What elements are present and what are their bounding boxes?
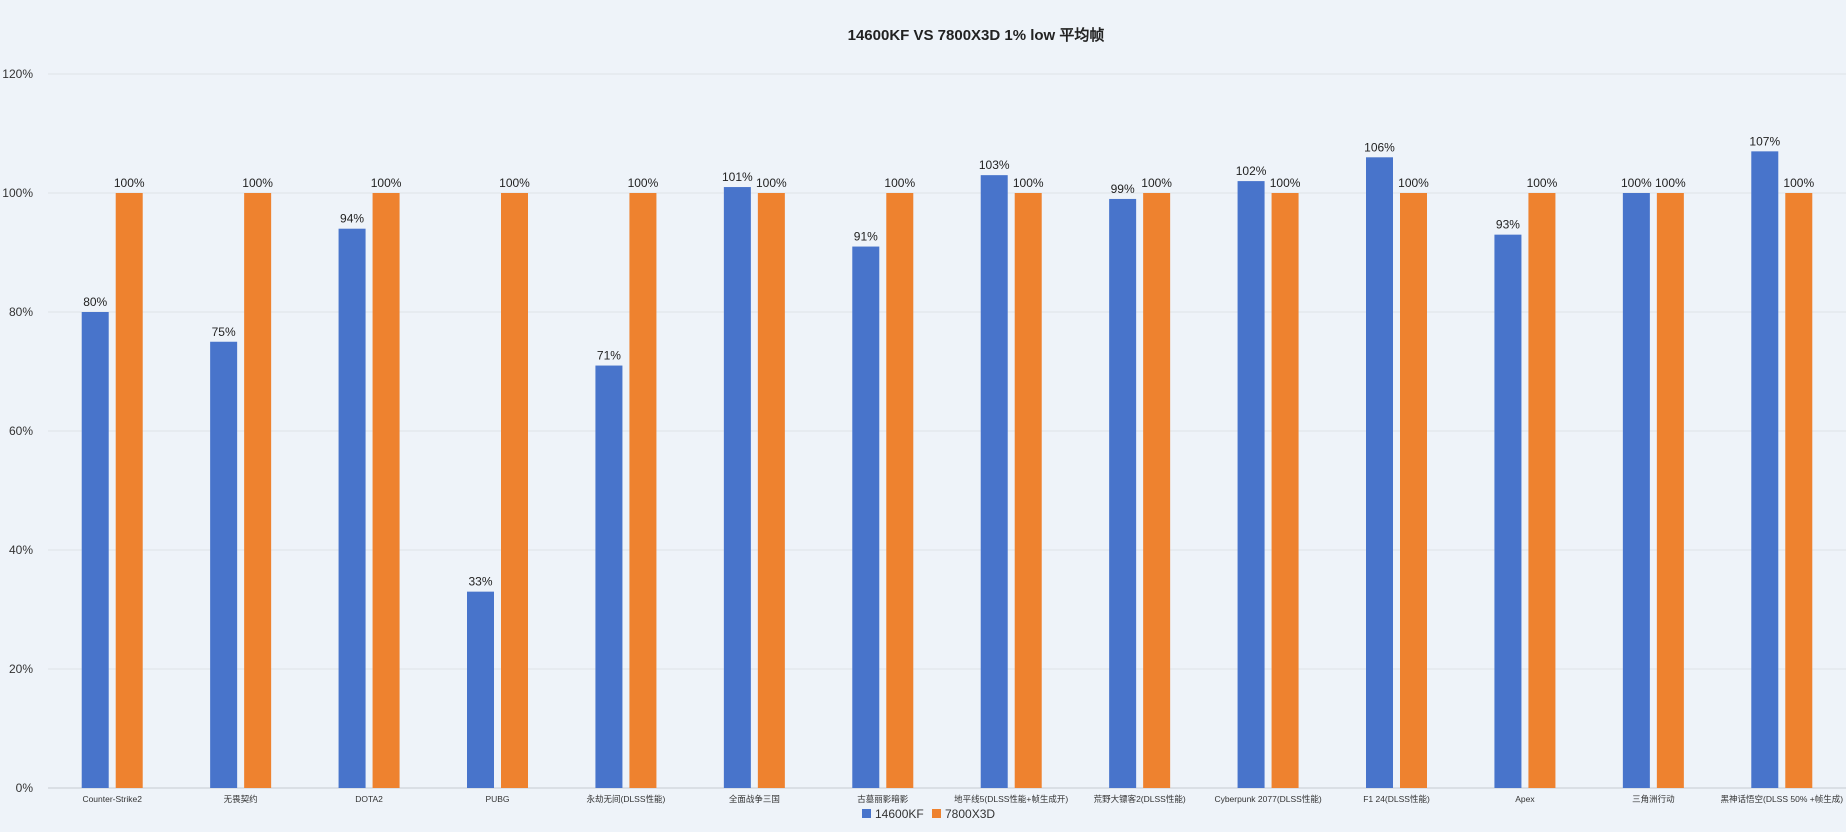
data-label: 100% [1013, 176, 1044, 190]
data-label: 100% [1141, 176, 1172, 190]
bar-7800x3d [1271, 193, 1299, 788]
x-tick-label: 荒野大镖客2(DLSS性能) [1094, 794, 1186, 804]
bar-7800x3d [244, 193, 272, 788]
bar-14600kf [980, 175, 1008, 788]
x-axis: Counter-Strike2 无畏契约 DOTA2 PUBG 永劫无间(DLSS性能)… [82, 794, 1843, 804]
data-label: 94% [340, 212, 364, 226]
data-label: 107% [1749, 134, 1780, 148]
y-tick-label: 100% [2, 186, 33, 200]
data-label: 100% [1527, 176, 1558, 190]
data-label: 33% [468, 575, 492, 589]
x-tick-label: F1 24(DLSS性能) [1363, 794, 1430, 804]
bar-14600kf [1494, 234, 1522, 788]
x-tick-label: 地平线5(DLSS性能+帧生成开) [954, 794, 1068, 804]
chart-title: 14600KF VS 7800X3D 1% low 平均帧 [848, 26, 1105, 44]
bar-14600kf [81, 312, 109, 788]
x-tick-label: Counter-Strike2 [82, 794, 142, 804]
x-tick-label: DOTA2 [355, 794, 383, 804]
y-tick-label: 60% [9, 424, 33, 438]
bar-14600kf [723, 187, 751, 789]
data-label: 102% [1236, 164, 1267, 178]
gridlines [48, 73, 1846, 789]
data-label: 101% [722, 170, 753, 184]
x-tick-label: Cyberpunk 2077(DLSS性能) [1214, 794, 1321, 804]
bar-14600kf [338, 228, 366, 788]
bar-7800x3d [501, 193, 528, 788]
bar-14600kf [467, 591, 494, 788]
bars [81, 151, 1813, 789]
bar-7800x3d [1528, 193, 1556, 788]
bar-7800x3d [1143, 193, 1171, 788]
x-tick-label: PUBG [485, 794, 509, 804]
bar-7800x3d [372, 193, 400, 788]
bar-14600kf [595, 365, 623, 788]
bar-7800x3d [115, 193, 143, 788]
data-label: 106% [1364, 140, 1395, 154]
data-label: 100% [1783, 176, 1814, 190]
y-axis: 0% 20% 40% 60% 80% 100% 120% [2, 67, 33, 795]
data-label: 99% [1111, 182, 1135, 196]
legend-label: 7800X3D [945, 807, 995, 821]
data-label: 100% [756, 176, 787, 190]
legend: 14600KF 7800X3D [862, 807, 995, 821]
data-label: 71% [597, 349, 621, 363]
data-label: 100% [499, 176, 530, 190]
data-label: 100% [371, 176, 402, 190]
data-label: 100% [628, 176, 659, 190]
legend-label: 14600KF [875, 807, 924, 821]
data-label: 93% [1496, 218, 1520, 232]
y-tick-label: 40% [9, 543, 33, 557]
bar-14600kf [210, 341, 238, 788]
y-tick-label: 80% [9, 305, 33, 319]
data-label: 100% [114, 176, 145, 190]
data-label: 100% [884, 176, 915, 190]
legend-swatch [862, 809, 871, 818]
bar-7800x3d [886, 193, 914, 788]
bar-7800x3d [1014, 193, 1042, 788]
data-label: 100% [1655, 176, 1686, 190]
data-label: 75% [212, 325, 236, 339]
data-label: 100% [242, 176, 273, 190]
data-label: 80% [83, 295, 107, 309]
x-tick-label: 全面战争三国 [729, 794, 780, 804]
data-label: 103% [979, 158, 1010, 172]
bar-7800x3d [629, 193, 657, 788]
x-tick-label: Apex [1515, 794, 1535, 804]
x-tick-label: 永劫无间(DLSS性能) [586, 794, 665, 804]
bar-14600kf [1366, 157, 1393, 789]
legend-swatch [932, 809, 941, 818]
x-tick-label: 古墓丽影暗影 [857, 794, 909, 804]
bar-7800x3d [1785, 193, 1813, 788]
data-label: 100% [1270, 176, 1301, 190]
x-tick-label: 三角洲行动 [1632, 794, 1675, 804]
bar-7800x3d [757, 193, 785, 788]
bar-7800x3d [1656, 193, 1684, 788]
y-tick-label: 0% [16, 781, 34, 795]
data-label: 100% [1621, 176, 1652, 190]
x-tick-label: 无畏契约 [224, 794, 258, 804]
bar-14600kf [1622, 193, 1650, 788]
y-tick-label: 120% [2, 67, 33, 81]
y-tick-label: 20% [9, 662, 33, 676]
data-labels: 80%100%75%100%94%100%33%100%71%100% 101% 1… [83, 134, 1814, 588]
bar-14600kf [1237, 181, 1265, 789]
bar-7800x3d [1400, 193, 1427, 788]
data-label: 100% [1398, 176, 1429, 190]
x-tick-label: 黑神话悟空(DLSS 50% +帧生成) [1720, 794, 1843, 804]
data-label: 91% [854, 230, 878, 244]
bar-14600kf [1751, 151, 1779, 789]
bar-14600kf [852, 246, 880, 789]
bar-14600kf [1109, 198, 1137, 788]
